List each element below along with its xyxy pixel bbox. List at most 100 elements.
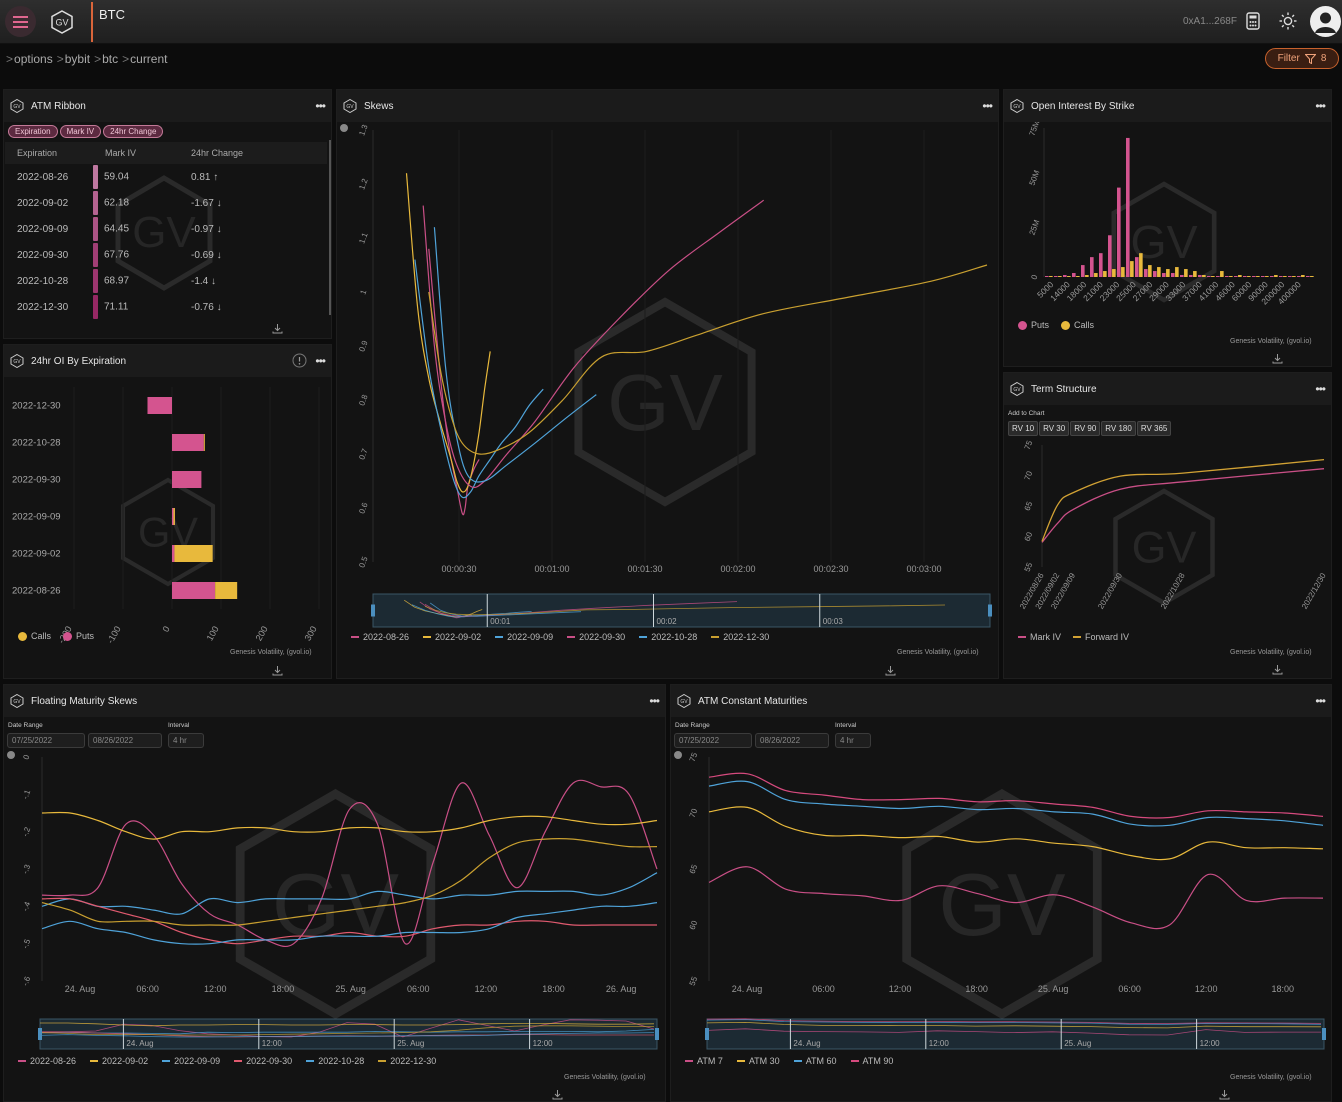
chip-24hr-change[interactable]: 24hr Change bbox=[103, 125, 164, 138]
oi-strike-chart: GV025M50M75M5000140001800021000230002500… bbox=[1028, 122, 1314, 306]
bar-puts bbox=[1270, 276, 1274, 277]
scrollbar[interactable] bbox=[329, 140, 331, 315]
legend-item[interactable]: ATM 7 bbox=[685, 1056, 723, 1066]
iv-value: 68.97 bbox=[104, 275, 130, 287]
x-tick-label: 24. Aug bbox=[732, 984, 763, 994]
legend-item[interactable]: 2022-10-28 bbox=[639, 632, 697, 642]
breadcrumb-item[interactable]: >options bbox=[6, 52, 53, 66]
x-tick-label: 12:00 bbox=[475, 984, 498, 994]
gv-logo-icon[interactable]: GV bbox=[50, 10, 74, 34]
legend-item[interactable]: 2022-10-28 bbox=[306, 1056, 364, 1066]
column-header[interactable]: Mark IV bbox=[93, 142, 179, 164]
x-tick-label: -100 bbox=[105, 624, 123, 645]
panel-menu-button[interactable]: ••• bbox=[1315, 99, 1326, 113]
legend-item[interactable]: 2022-08-26 bbox=[351, 632, 409, 642]
rv-365-button[interactable]: RV 365 bbox=[1136, 421, 1172, 436]
legend-item[interactable]: 2022-12-30 bbox=[711, 632, 769, 642]
bar-calls bbox=[1301, 275, 1305, 277]
wallet-address[interactable]: 0xA1...268F bbox=[1183, 16, 1237, 27]
rv-180-button[interactable]: RV 180 bbox=[1101, 421, 1136, 436]
table-row[interactable]: 2022-09-09 64.45 -0.97 ↓ bbox=[5, 216, 327, 242]
download-icon[interactable] bbox=[552, 1089, 563, 1100]
panel-menu-button[interactable]: ••• bbox=[315, 99, 326, 113]
interval-select[interactable]: 4 hr bbox=[835, 733, 871, 748]
legend-item-calls[interactable]: Calls bbox=[18, 631, 51, 641]
bar-calls bbox=[173, 508, 175, 525]
panel-header: GV Skews ••• bbox=[337, 90, 998, 122]
bar-puts bbox=[1297, 276, 1301, 277]
legend-item-mark-iv[interactable]: Mark IV bbox=[1018, 632, 1061, 642]
table-row[interactable]: 2022-09-30 67.76 -0.69 ↓ bbox=[5, 242, 327, 268]
end-date-input[interactable]: 08/26/2022 bbox=[88, 733, 162, 748]
download-icon[interactable] bbox=[885, 665, 896, 676]
breadcrumb-item[interactable]: >current bbox=[122, 52, 168, 66]
theme-sun-icon[interactable] bbox=[1279, 12, 1297, 30]
x-tick-label: 24. Aug bbox=[65, 984, 96, 994]
legend-item[interactable]: ATM 30 bbox=[736, 1056, 780, 1066]
legend-item-puts[interactable]: Puts bbox=[1018, 320, 1049, 330]
bar-calls bbox=[1247, 276, 1251, 277]
series-line bbox=[41, 872, 658, 915]
chip-expiration[interactable]: Expiration bbox=[8, 125, 58, 138]
interval-select[interactable]: 4 hr bbox=[168, 733, 204, 748]
bar-calls bbox=[1202, 275, 1206, 277]
calculator-icon[interactable] bbox=[1246, 12, 1260, 30]
download-icon[interactable] bbox=[1272, 353, 1283, 364]
legend-item[interactable]: 2022-09-30 bbox=[567, 632, 625, 642]
bar-calls bbox=[1220, 271, 1224, 277]
info-icon[interactable] bbox=[292, 353, 307, 368]
navigator-series bbox=[424, 604, 946, 616]
legend-item[interactable]: 2022-09-30 bbox=[234, 1056, 292, 1066]
user-avatar[interactable] bbox=[1310, 6, 1341, 37]
rv-buttons: RV 10 RV 30 RV 90 RV 180 RV 365 bbox=[1008, 421, 1172, 436]
chip-mark-iv[interactable]: Mark IV bbox=[59, 125, 102, 138]
download-icon[interactable] bbox=[272, 323, 283, 334]
breadcrumb-item[interactable]: >btc bbox=[94, 52, 119, 66]
column-header[interactable]: Expiration bbox=[5, 142, 93, 164]
rv-30-button[interactable]: RV 30 bbox=[1039, 421, 1070, 436]
download-icon[interactable] bbox=[272, 665, 283, 676]
gv-badge-icon: GV bbox=[10, 694, 24, 708]
panel-menu-button[interactable]: ••• bbox=[1315, 382, 1326, 396]
legend-item[interactable]: 2022-08-26 bbox=[18, 1056, 76, 1066]
end-date-input[interactable]: 08/26/2022 bbox=[755, 733, 829, 748]
filter-button[interactable]: Filter 8 bbox=[1265, 48, 1339, 69]
atm-ribbon-table: Expiration Mark IV 24hr Change 2022-08-2… bbox=[5, 142, 327, 320]
column-header[interactable]: 24hr Change bbox=[179, 142, 327, 164]
start-date-input[interactable]: 07/25/2022 bbox=[7, 733, 85, 748]
cell-expiration: 2022-10-28 bbox=[17, 275, 69, 287]
legend-item-puts[interactable]: Puts bbox=[63, 631, 94, 641]
iv-level-bar bbox=[93, 269, 98, 293]
table-row[interactable]: 2022-09-02 62.18 -1.67 ↓ bbox=[5, 190, 327, 216]
rv-90-button[interactable]: RV 90 bbox=[1070, 421, 1101, 436]
panel-menu-button[interactable]: ••• bbox=[1315, 694, 1326, 708]
cell-mark-iv: 64.45 bbox=[93, 216, 179, 242]
table-row[interactable]: 2022-10-28 68.97 -1.4 ↓ bbox=[5, 268, 327, 294]
legend-item[interactable]: 2022-09-09 bbox=[162, 1056, 220, 1066]
legend-item[interactable]: 2022-12-30 bbox=[378, 1056, 436, 1066]
legend-item[interactable]: 2022-09-02 bbox=[90, 1056, 148, 1066]
download-icon[interactable] bbox=[1219, 1089, 1230, 1100]
y-tick-label: 65 bbox=[1023, 500, 1035, 512]
term-structure-chart: GV55606570752022/08/262022/09/022022/09/… bbox=[1018, 439, 1328, 611]
panel-menu-button[interactable]: ••• bbox=[982, 99, 993, 113]
bar-calls bbox=[1130, 261, 1134, 277]
start-date-input[interactable]: 07/25/2022 bbox=[674, 733, 752, 748]
legend-item[interactable]: 2022-09-09 bbox=[495, 632, 553, 642]
table-row[interactable]: 2022-08-26 59.04 0.81 ↑ bbox=[5, 164, 327, 190]
breadcrumb-item[interactable]: >bybit bbox=[56, 52, 91, 66]
table-row[interactable]: 2022-12-30 71.11 -0.76 ↓ bbox=[5, 294, 327, 320]
legend-item-forward-iv[interactable]: Forward IV bbox=[1073, 632, 1129, 642]
panel-menu-button[interactable]: ••• bbox=[315, 354, 326, 368]
rv-10-button[interactable]: RV 10 bbox=[1008, 421, 1039, 436]
top-bar: GV BTC 0xA1...268F bbox=[0, 0, 1342, 44]
menu-button[interactable] bbox=[5, 6, 36, 37]
download-icon[interactable] bbox=[1272, 664, 1283, 675]
legend-item[interactable]: ATM 90 bbox=[850, 1056, 893, 1066]
bar-puts bbox=[1045, 276, 1049, 277]
legend-item[interactable]: 2022-09-02 bbox=[423, 632, 481, 642]
panel-menu-button[interactable]: ••• bbox=[649, 694, 660, 708]
legend-item[interactable]: ATM 60 bbox=[793, 1056, 837, 1066]
legend-item-calls[interactable]: Calls bbox=[1061, 320, 1094, 330]
navigator-series bbox=[39, 1032, 655, 1038]
